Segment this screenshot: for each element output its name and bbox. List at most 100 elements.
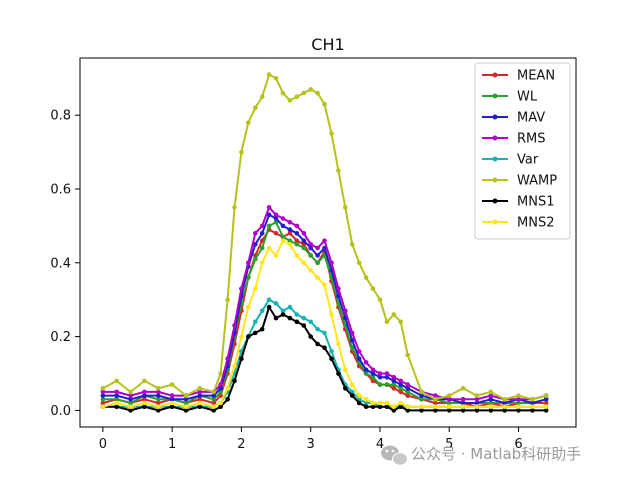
data-point-mns2 xyxy=(156,404,161,410)
data-point-wamp xyxy=(460,386,466,391)
data-point-mns1 xyxy=(142,404,147,410)
data-point-rms xyxy=(349,330,355,336)
data-point-mns2 xyxy=(273,253,279,258)
data-point-mns1 xyxy=(349,393,355,398)
legend-label: MNS1 xyxy=(517,195,554,210)
legend-swatch-marker xyxy=(492,114,498,120)
data-point-wl xyxy=(183,400,189,406)
data-point-mns2 xyxy=(114,400,119,406)
legend-swatch-marker xyxy=(492,156,498,162)
data-point-wl xyxy=(128,400,133,406)
data-point-mav xyxy=(349,338,355,343)
data-point-mns2 xyxy=(474,404,480,410)
data-point-mns2 xyxy=(100,404,106,410)
data-point-mns2 xyxy=(239,334,244,339)
data-point-mns1 xyxy=(530,408,535,413)
data-point-mns2 xyxy=(301,260,307,266)
data-point-wamp xyxy=(253,105,258,111)
data-point-rms xyxy=(315,245,320,251)
data-point-mav xyxy=(294,231,300,236)
data-point-mns2 xyxy=(336,341,341,347)
data-point-mns1 xyxy=(322,345,327,351)
data-point-mns1 xyxy=(128,408,133,413)
data-point-mns2 xyxy=(370,400,376,406)
data-point-wamp xyxy=(308,87,314,92)
data-point-var xyxy=(329,349,334,354)
data-point-wl xyxy=(391,382,397,387)
data-point-mns1 xyxy=(370,404,376,410)
data-point-mean xyxy=(433,400,438,406)
data-point-rms xyxy=(253,231,258,236)
data-point-wl xyxy=(349,345,355,351)
data-point-mns2 xyxy=(363,397,369,402)
data-point-var xyxy=(315,326,320,332)
data-point-rms xyxy=(128,393,133,398)
x-tick-label: 6 xyxy=(514,437,522,452)
data-point-rms xyxy=(246,260,251,266)
data-point-rms xyxy=(391,374,397,380)
data-point-mav xyxy=(183,397,189,402)
data-point-wl xyxy=(253,256,258,262)
data-point-wamp xyxy=(156,386,161,391)
data-point-mean xyxy=(197,397,203,402)
data-point-rms xyxy=(287,219,293,225)
data-point-rms xyxy=(433,393,438,398)
data-point-mns2 xyxy=(218,400,223,406)
data-point-mns2 xyxy=(183,404,189,410)
data-point-mns2 xyxy=(343,367,348,373)
data-point-mns1 xyxy=(232,378,237,384)
data-point-mav xyxy=(370,371,376,376)
data-point-mns2 xyxy=(543,404,549,410)
data-point-wamp xyxy=(405,352,411,358)
data-point-wamp xyxy=(225,297,230,303)
data-point-mns1 xyxy=(301,323,307,328)
data-point-mns1 xyxy=(460,408,466,413)
data-point-mns2 xyxy=(322,282,327,288)
data-point-mean xyxy=(391,386,397,391)
data-point-wl xyxy=(287,238,293,243)
data-point-mav xyxy=(460,400,466,406)
data-point-mav xyxy=(266,212,272,218)
data-point-mns2 xyxy=(315,275,320,280)
data-point-wamp xyxy=(322,101,327,107)
data-point-mns1 xyxy=(218,404,223,410)
data-point-mns2 xyxy=(211,404,216,410)
data-point-wamp xyxy=(280,90,286,96)
data-point-rms xyxy=(266,205,272,210)
data-point-mns1 xyxy=(377,404,383,410)
data-point-mav xyxy=(211,393,216,398)
legend-swatch-marker xyxy=(492,72,498,78)
data-point-mns1 xyxy=(211,408,216,413)
data-point-wamp xyxy=(336,168,341,173)
data-point-rms xyxy=(294,223,300,229)
data-point-wamp xyxy=(433,397,438,402)
data-point-mav xyxy=(169,397,175,402)
data-point-wamp xyxy=(128,389,133,395)
data-point-wl xyxy=(308,253,314,258)
data-point-mns1 xyxy=(446,408,452,413)
data-point-mns1 xyxy=(405,408,411,413)
data-point-wamp xyxy=(384,319,390,325)
data-point-rms xyxy=(156,389,161,395)
data-point-wamp xyxy=(287,98,293,103)
data-point-mns1 xyxy=(225,397,230,402)
data-point-rms xyxy=(329,260,334,266)
data-point-wamp xyxy=(183,393,189,398)
series-mns1 xyxy=(100,304,549,413)
data-point-var xyxy=(308,319,314,325)
data-point-rms xyxy=(336,286,341,291)
data-point-mns1 xyxy=(474,408,480,413)
data-point-wl xyxy=(301,245,307,251)
data-point-rms xyxy=(384,371,390,376)
data-point-mav xyxy=(308,245,314,251)
x-tick-label: 4 xyxy=(376,437,384,452)
data-point-mav xyxy=(273,216,279,221)
data-point-rms xyxy=(398,378,404,384)
data-point-var xyxy=(287,304,293,310)
data-point-wamp xyxy=(142,378,147,384)
data-point-mns2 xyxy=(225,386,230,391)
data-point-mns1 xyxy=(543,408,549,413)
data-point-mav xyxy=(156,393,161,398)
data-point-mav xyxy=(259,231,265,236)
legend-box xyxy=(474,62,571,240)
